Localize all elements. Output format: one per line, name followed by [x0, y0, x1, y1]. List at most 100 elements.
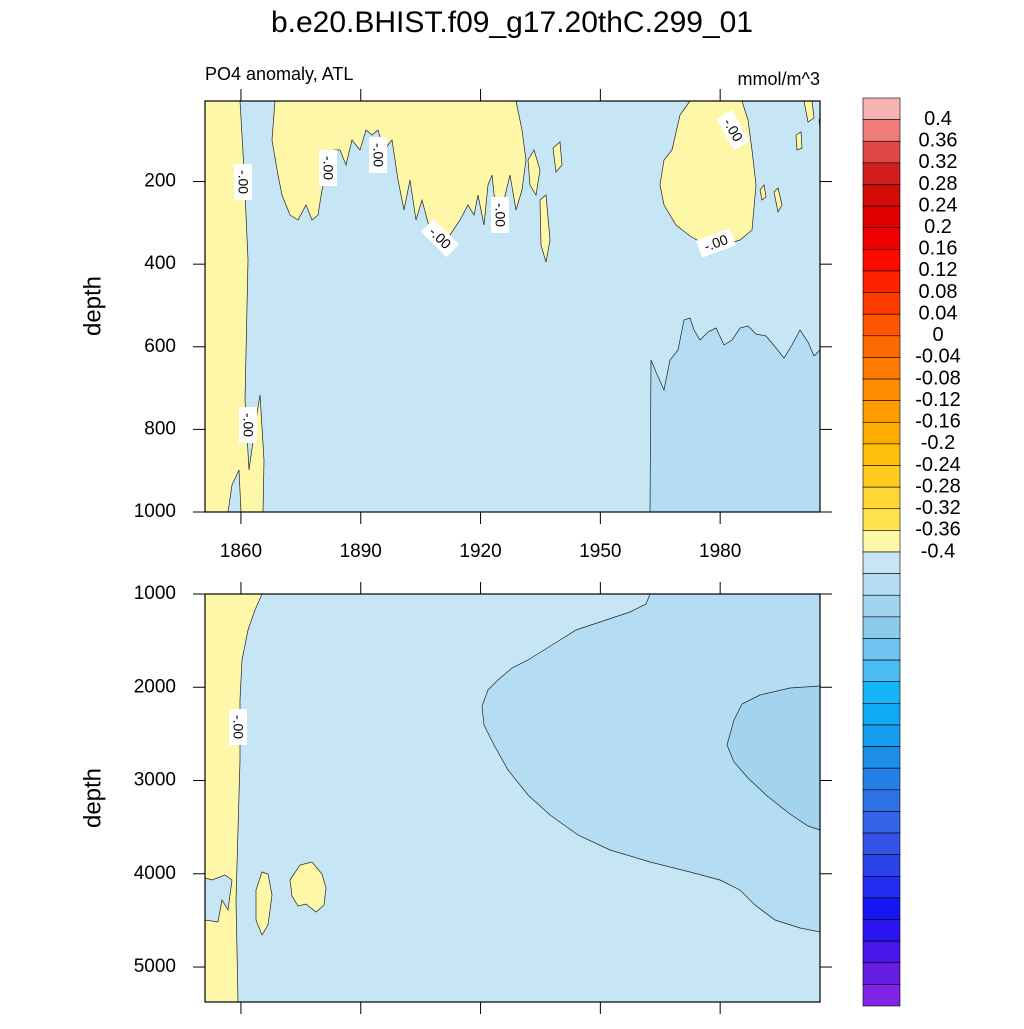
colorbar-box	[862, 335, 901, 358]
contour-label-bg	[229, 709, 247, 745]
y-tick-label: 1000	[134, 501, 176, 522]
contour-label-group: -.00	[239, 407, 257, 443]
x-tick-label: 1860	[220, 541, 262, 562]
contour-label: -.00	[702, 231, 730, 254]
x-tick-label: 1890	[340, 541, 382, 562]
contour-label: -.00	[240, 413, 256, 437]
colorbar-box	[862, 530, 901, 553]
chart-title: b.e20.BHIST.f09_g17.20thC.299_01	[271, 6, 753, 39]
y-tick-label: 3000	[134, 770, 176, 791]
colorbar-box	[862, 508, 901, 531]
colorbar-box	[862, 357, 901, 380]
y-tick-label: 200	[144, 171, 176, 192]
colorbar-box	[862, 681, 901, 704]
colorbar-label: -0.08	[915, 367, 961, 389]
y-tick-label: 1000	[134, 583, 176, 604]
colorbar-label: 0.2	[924, 216, 952, 238]
colorbar-box	[862, 140, 901, 164]
colorbar-box	[862, 638, 901, 661]
colorbar-box	[862, 119, 901, 142]
y-axis-label: depth	[79, 276, 106, 336]
colorbar-label: 0.28	[919, 173, 958, 195]
colorbar-label: 0.4	[924, 108, 952, 130]
colorbar-box	[862, 854, 901, 877]
contour-label: -.00	[230, 715, 246, 739]
contour-label-bg	[319, 150, 337, 186]
colorbar-box	[862, 486, 901, 510]
colorbar-box	[862, 616, 901, 639]
colorbar-label: 0.24	[919, 194, 958, 216]
colorbar-box	[862, 573, 901, 596]
colorbar-label: -0.4	[921, 540, 955, 562]
plot-frame	[204, 100, 821, 513]
colorbar-box	[862, 421, 901, 445]
colorbar-box	[862, 962, 901, 985]
colorbar-box	[862, 400, 901, 423]
contour-label-group: -.00	[369, 137, 387, 173]
contour-label: -.00	[235, 170, 251, 194]
colorbar-box	[862, 249, 901, 272]
y-tick-label: 5000	[134, 956, 176, 977]
colorbar-label: 0	[932, 324, 943, 346]
x-tick-label: 1950	[579, 541, 621, 562]
colorbar-label: 0.08	[919, 281, 958, 303]
colorbar-box	[862, 443, 901, 466]
colorbar-box	[862, 746, 901, 769]
colorbar-label: -0.36	[915, 519, 961, 541]
y-tick-label: 4000	[134, 863, 176, 884]
contour-label-bg	[234, 164, 252, 200]
y-tick-label: 800	[144, 418, 176, 439]
y-tick-label: 600	[144, 336, 176, 357]
y-tick-label: 400	[144, 253, 176, 274]
colorbar-box	[862, 184, 901, 207]
colorbar-label: -0.28	[915, 475, 961, 497]
colorbar-box	[862, 292, 901, 315]
colorbar-box	[862, 162, 901, 185]
colorbar-label: 0.16	[919, 238, 958, 260]
colorbar-box	[862, 313, 901, 337]
contour-label-group: -.00	[696, 228, 736, 258]
contour-label-group: -.00	[229, 709, 247, 745]
contour-label: -.00	[492, 203, 508, 227]
colorbar-label: 0.36	[919, 130, 958, 152]
contour-label: -.00	[370, 143, 386, 167]
contour-label-bg	[696, 228, 736, 258]
colorbar-box	[862, 270, 901, 293]
x-tick-label: 1980	[699, 541, 741, 562]
colorbar-box	[862, 97, 901, 120]
colorbar-label: 0.32	[919, 151, 958, 173]
colorbar-box	[862, 378, 901, 401]
colorbar-box	[862, 940, 901, 964]
colorbar-box	[862, 724, 901, 747]
colorbar-box	[862, 875, 901, 899]
panel-2-fill	[204, 593, 821, 1003]
colorbar-box	[862, 811, 901, 834]
colorbar-label: -0.24	[915, 454, 961, 476]
colorbar-box	[862, 703, 901, 726]
x-tick-label: 1920	[459, 541, 501, 562]
contour-label: -.00	[320, 156, 336, 180]
colorbar-box	[862, 832, 901, 855]
colorbar-label: -0.32	[915, 497, 961, 519]
colorbar-box	[862, 594, 901, 618]
colorbar-label: -0.2	[921, 432, 955, 454]
contour-label-group: -.00	[491, 197, 509, 233]
colorbar-box	[862, 767, 901, 791]
colorbar-box	[862, 984, 901, 1007]
colorbar-box	[862, 205, 901, 229]
colorbar-box	[862, 227, 901, 250]
contour-label-bg	[491, 197, 509, 233]
subtitle: PO4 anomaly, ATL	[205, 64, 353, 84]
colorbar-box	[862, 465, 901, 488]
colorbar-box	[862, 789, 901, 812]
units: mmol/m^3	[738, 69, 820, 89]
colorbar-box	[862, 919, 901, 942]
contour-label-bg	[420, 218, 460, 258]
contour-label-bg	[239, 407, 257, 443]
contour-label-group: -.00	[420, 218, 460, 258]
colorbar-label: -0.04	[915, 346, 961, 368]
colorbar-box	[862, 659, 901, 683]
contour-label-group: -.00	[234, 164, 252, 200]
colorbar-label: -0.16	[915, 411, 961, 433]
